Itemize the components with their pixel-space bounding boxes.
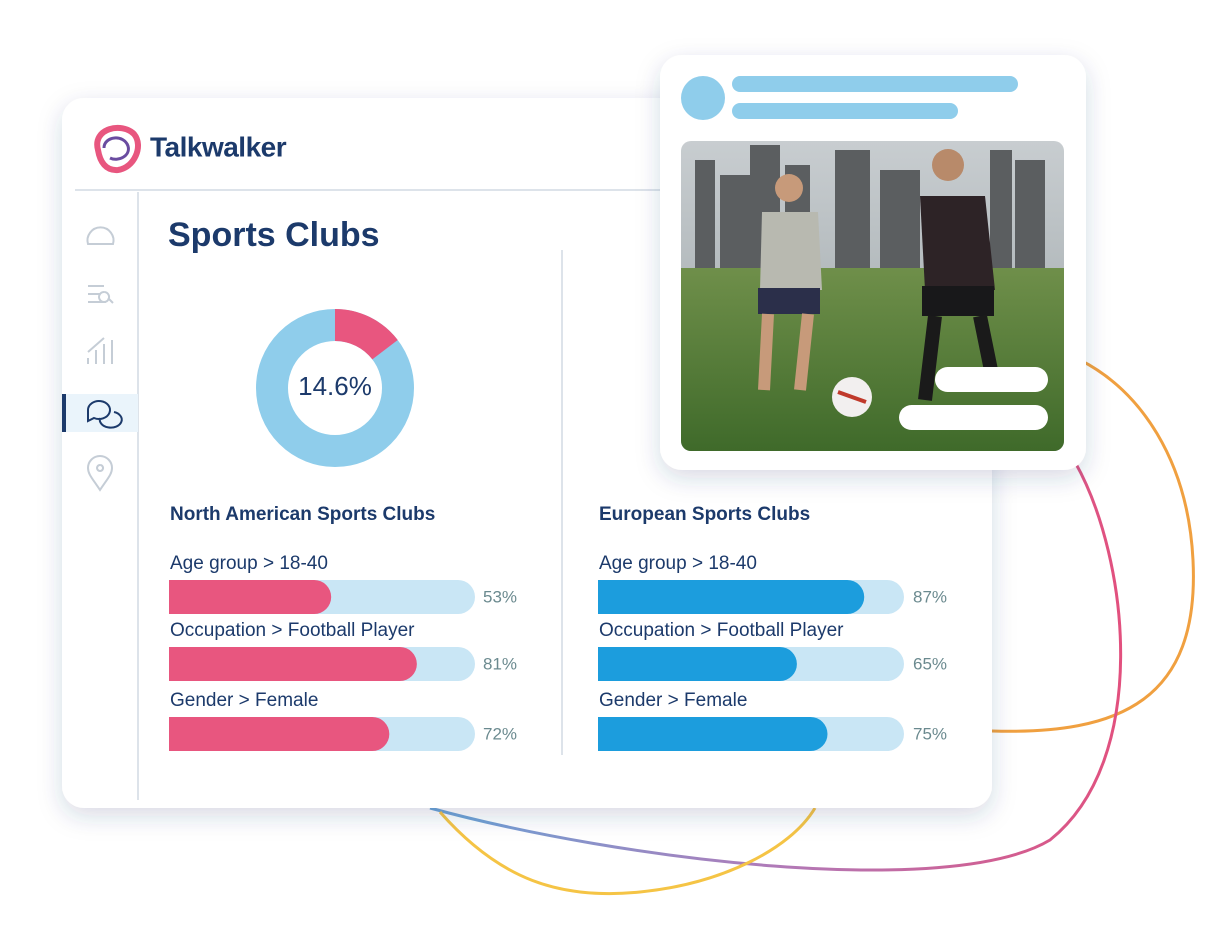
bar xyxy=(169,717,390,751)
nav-conversations[interactable] xyxy=(87,400,123,429)
bar xyxy=(169,647,417,681)
bar xyxy=(598,580,865,614)
bar xyxy=(598,717,828,751)
chart-title: North American Sports Clubs xyxy=(170,504,435,525)
nav-location[interactable] xyxy=(86,455,114,492)
post-photo xyxy=(681,141,1064,451)
bar-label: Gender > Female xyxy=(599,690,747,711)
bar-label: Gender > Female xyxy=(170,690,318,711)
donut-center-label: 14.6% xyxy=(298,371,372,401)
bar-value-label: 87% xyxy=(913,587,947,606)
bar xyxy=(169,580,332,614)
brand-name: Talkwalker xyxy=(150,131,287,162)
logo xyxy=(94,124,141,174)
page-title: Sports Clubs xyxy=(168,216,380,254)
post-card xyxy=(660,55,1086,470)
bar-value-label: 81% xyxy=(483,654,517,673)
nav-analytics[interactable] xyxy=(87,337,113,364)
bar-label: Occupation > Football Player xyxy=(599,620,844,641)
chart-title: European Sports Clubs xyxy=(599,504,810,525)
bar-value-label: 72% xyxy=(483,724,517,743)
bar-value-label: 75% xyxy=(913,724,947,743)
nav-dashboard[interactable] xyxy=(86,226,115,245)
bar-label: Occupation > Football Player xyxy=(170,620,415,641)
bar xyxy=(598,647,797,681)
bar-value-label: 53% xyxy=(483,587,517,606)
nav-search[interactable] xyxy=(88,285,114,304)
charts: 14.6% North American Sports Clubs Age grou… xyxy=(169,309,947,751)
bar-label: Age group > 18-40 xyxy=(170,553,328,574)
bar-label: Age group > 18-40 xyxy=(599,553,757,574)
bar-value-label: 65% xyxy=(913,654,947,673)
donut-slice xyxy=(334,309,398,361)
decor-curves xyxy=(429,358,1195,896)
sidebar xyxy=(62,226,138,492)
